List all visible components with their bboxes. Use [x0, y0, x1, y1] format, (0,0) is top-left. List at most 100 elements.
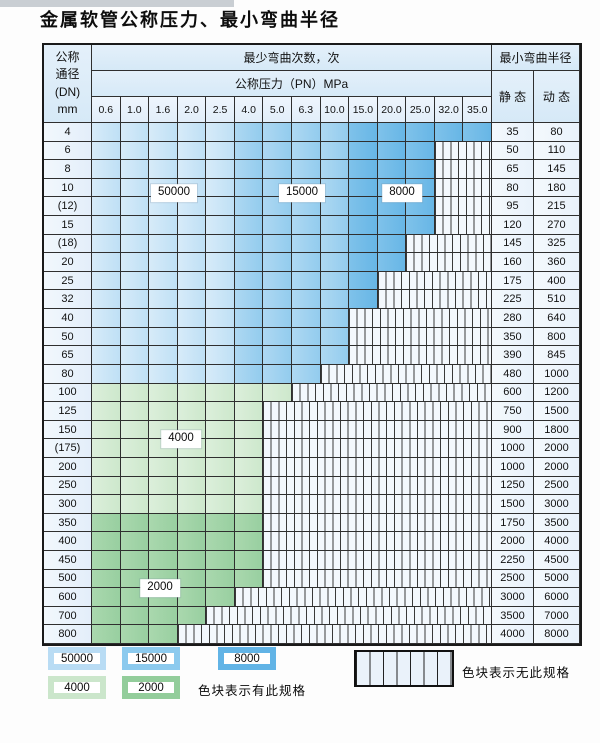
- pressure-col-10.0: 10.0: [320, 97, 350, 123]
- spec-cell: [177, 327, 207, 347]
- spec-cell: [320, 271, 350, 291]
- dn-label-400: 400: [44, 532, 92, 552]
- dynamic-radius-value: 1500: [533, 402, 580, 421]
- dynamic-radius-value: 3500: [533, 513, 580, 533]
- dn-label-600: 600: [44, 588, 92, 607]
- static-radius-value: 280: [491, 309, 534, 328]
- spec-cell: [92, 569, 121, 589]
- page-title: 金属软管公称压力、最小弯曲半径: [40, 10, 340, 30]
- spec-cell: [349, 160, 378, 179]
- spec-cell: [206, 383, 235, 403]
- spec-cell: [377, 123, 407, 142]
- spec-cell: [177, 141, 207, 161]
- no-spec-cell: [434, 178, 492, 198]
- static-radius-value: 900: [491, 420, 534, 440]
- dn-label-250: 250: [44, 476, 92, 496]
- spec-cell: [263, 123, 292, 142]
- spec-cell: [320, 141, 350, 161]
- dynamic-radius-value: 6000: [533, 588, 580, 607]
- spec-cell: [120, 383, 150, 403]
- dn-label-450: 450: [44, 551, 92, 570]
- spec-cell: [177, 160, 207, 179]
- dynamic-radius-value: 325: [533, 234, 580, 254]
- spec-cell: [92, 271, 121, 291]
- legend-unavailable-label: 色块表示无此规格: [462, 666, 571, 680]
- no-spec-cell: [320, 364, 492, 384]
- spec-cell: [92, 141, 121, 161]
- spec-cell: [92, 309, 121, 328]
- spec-cell: [234, 420, 264, 440]
- pressure-col-32.0: 32.0: [434, 97, 464, 123]
- spec-cell: [234, 383, 264, 403]
- spec-cell: [149, 532, 178, 552]
- spec-cell: [291, 327, 321, 347]
- spec-cell: [92, 625, 121, 645]
- cycles-zone-label-2000: 2000: [140, 579, 180, 597]
- spec-cell: [206, 476, 235, 496]
- spec-cell: [263, 141, 292, 161]
- dynamic-radius-value: 800: [533, 327, 580, 347]
- spec-cell: [149, 216, 178, 235]
- spec-cell: [177, 123, 207, 142]
- cycles-zone-label-4000: 4000: [161, 430, 201, 448]
- spec-cell: [92, 495, 121, 514]
- spec-cell: [149, 476, 178, 496]
- spec-cell: [263, 253, 292, 272]
- spec-cell: [177, 476, 207, 496]
- dn-label-175: (175): [44, 439, 92, 458]
- static-radius-value: 95: [491, 197, 534, 217]
- spec-cell: [377, 197, 407, 217]
- spec-cell: [234, 402, 264, 421]
- spec-cell: [291, 271, 321, 291]
- spec-cell: [206, 216, 235, 235]
- spec-cell: [149, 346, 178, 365]
- spec-cell: [206, 290, 235, 310]
- spec-cell: [92, 606, 121, 626]
- spec-cell: [120, 123, 150, 142]
- spec-cell: [177, 495, 207, 514]
- spec-cell: [177, 253, 207, 272]
- spec-cell: [92, 402, 121, 421]
- spec-cell: [177, 551, 207, 570]
- static-radius-value: 1000: [491, 457, 534, 477]
- spec-cell: [377, 160, 407, 179]
- no-spec-cell: [263, 420, 492, 440]
- dynamic-column-header: 动 态: [533, 71, 580, 123]
- spec-cell: [206, 364, 235, 384]
- dynamic-radius-value: 845: [533, 346, 580, 365]
- no-spec-cell: [234, 588, 492, 607]
- spec-cell: [120, 290, 150, 310]
- spec-cell: [177, 290, 207, 310]
- static-radius-value: 225: [491, 290, 534, 310]
- spec-cell: [92, 532, 121, 552]
- spec-cell: [320, 160, 350, 179]
- pressure-col-15.0: 15.0: [349, 97, 378, 123]
- dn-label-65: 65: [44, 346, 92, 365]
- spec-cell: [149, 309, 178, 328]
- spec-cell: [234, 513, 264, 533]
- cycles-zone-label-50000: 50000: [151, 184, 197, 202]
- static-radius-value: 750: [491, 402, 534, 421]
- legend-swatch-50000: 50000: [48, 647, 106, 670]
- spec-cell: [92, 551, 121, 570]
- spec-cell: [263, 234, 292, 254]
- spec-cell: [149, 457, 178, 477]
- spec-cell: [206, 197, 235, 217]
- legend-swatch-2000: 2000: [122, 676, 180, 699]
- spec-cell: [120, 402, 150, 421]
- no-spec-cell: [349, 309, 492, 328]
- spec-cell: [320, 253, 350, 272]
- static-radius-value: 2000: [491, 532, 534, 552]
- spec-cell: [234, 364, 264, 384]
- dynamic-radius-value: 640: [533, 309, 580, 328]
- legend-available-label: 色块表示有此规格: [198, 684, 307, 698]
- spec-cell: [177, 513, 207, 533]
- spec-cell: [206, 402, 235, 421]
- spec-cell: [320, 309, 350, 328]
- spec-cell: [149, 141, 178, 161]
- spec-cell: [263, 160, 292, 179]
- spec-cell: [120, 160, 150, 179]
- nominal-pressure-header: 公称压力（PN）MPa: [92, 71, 492, 97]
- spec-cell: [349, 290, 378, 310]
- spec-cell: [206, 327, 235, 347]
